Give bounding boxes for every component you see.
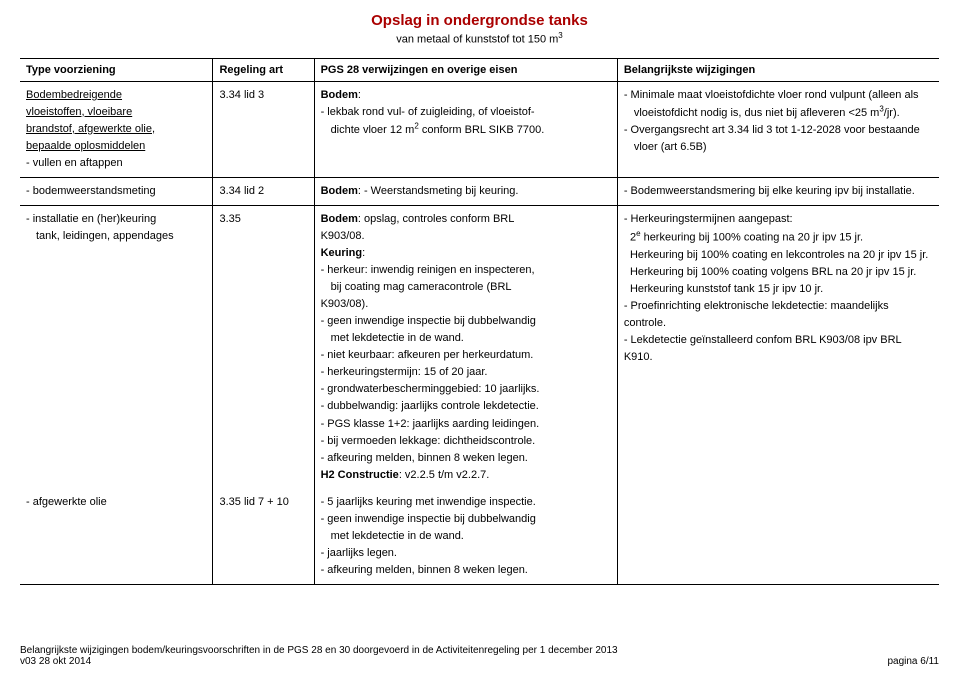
- title-block: Opslag in ondergrondse tanks van metaal …: [20, 12, 939, 46]
- cell-wijzigingen: - Herkeuringstermijnen aangepast: 2e her…: [617, 205, 939, 488]
- cell-pgs: Bodem: opslag, controles conform BRLK903…: [314, 205, 617, 488]
- cell-wijzigingen: [617, 489, 939, 585]
- cell-pgs: - 5 jaarlijks keuring met inwendige insp…: [314, 489, 617, 585]
- cell-regeling: 3.35 lid 7 + 10: [213, 489, 314, 585]
- cell-wijzigingen: - Bodemweerstandsmering bij elke keuring…: [617, 177, 939, 205]
- col-header-wijzigingen: Belangrijkste wijzigingen: [617, 58, 939, 81]
- page-title: Opslag in ondergrondse tanks: [20, 12, 939, 29]
- cell-pgs: Bodem: - Weerstandsmeting bij keuring.: [314, 177, 617, 205]
- cell-wijzigingen: - Minimale maat vloeistofdichte vloer ro…: [617, 81, 939, 177]
- col-header-pgs: PGS 28 verwijzingen en overige eisen: [314, 58, 617, 81]
- cell-regeling: 3.35: [213, 205, 314, 488]
- cell-type: - installatie en (her)keuringtank, leidi…: [20, 205, 213, 488]
- page-footer: Belangrijkste wijzigingen bodem/keurings…: [20, 645, 939, 667]
- footer-page: pagina 6/11: [887, 656, 939, 667]
- cell-type: - bodemweerstandsmeting: [20, 177, 213, 205]
- table-row: - installatie en (her)keuringtank, leidi…: [20, 205, 939, 488]
- page-subtitle: van metaal of kunststof tot 150 m3: [20, 31, 939, 46]
- table-row: - bodemweerstandsmeting3.34 lid 2Bodem: …: [20, 177, 939, 205]
- cell-regeling: 3.34 lid 2: [213, 177, 314, 205]
- main-table: Type voorziening Regeling art PGS 28 ver…: [20, 58, 939, 585]
- col-header-type: Type voorziening: [20, 58, 213, 81]
- cell-regeling: 3.34 lid 3: [213, 81, 314, 177]
- footer-line2: v03 28 okt 2014: [20, 656, 618, 667]
- cell-pgs: Bodem:- lekbak rond vul- of zuigleiding,…: [314, 81, 617, 177]
- cell-type: - afgewerkte olie: [20, 489, 213, 585]
- footer-line1: Belangrijkste wijzigingen bodem/keurings…: [20, 645, 618, 656]
- table-row: Bodembedreigendevloeistoffen, vloeibareb…: [20, 81, 939, 177]
- table-header-row: Type voorziening Regeling art PGS 28 ver…: [20, 58, 939, 81]
- col-header-regeling: Regeling art: [213, 58, 314, 81]
- table-row: - afgewerkte olie3.35 lid 7 + 10- 5 jaar…: [20, 489, 939, 585]
- cell-type: Bodembedreigendevloeistoffen, vloeibareb…: [20, 81, 213, 177]
